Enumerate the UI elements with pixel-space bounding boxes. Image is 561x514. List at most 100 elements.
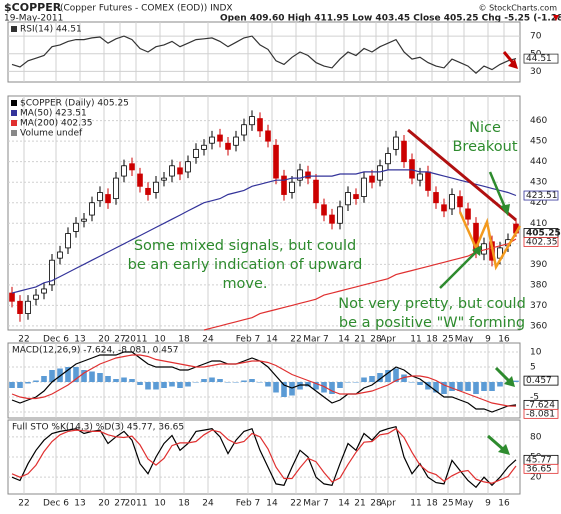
histogram-bar — [97, 373, 103, 382]
y-tick-label: 390 — [530, 260, 547, 270]
x-tick-label: Apr — [380, 335, 396, 345]
annotations — [407, 51, 522, 455]
candle-body — [449, 194, 455, 210]
candle-body — [305, 171, 311, 179]
histogram-bar — [513, 380, 519, 382]
histogram-bar — [393, 368, 399, 382]
arrow-head — [508, 59, 518, 69]
x-tick-label: 25 — [442, 335, 453, 345]
histogram-bar — [241, 380, 247, 382]
x-tick-label: 13 — [74, 499, 85, 509]
histogram-bar — [65, 367, 71, 382]
y-tick-label: 30 — [530, 67, 542, 77]
panel-frame — [7, 95, 521, 331]
histogram-bar — [449, 382, 455, 391]
arrow — [439, 249, 479, 289]
candle-body — [441, 204, 447, 212]
y-tick-label: 360 — [530, 321, 547, 331]
histogram-bar — [457, 382, 463, 391]
panel-label: MACD(12,26,9) -7.624, -8.081, 0.457 — [12, 346, 178, 356]
x-tick-label: Feb 7 — [236, 499, 261, 509]
x-tick-label: 9 — [485, 499, 491, 509]
candle-body — [345, 192, 351, 206]
candle-body — [201, 144, 207, 150]
arrow-head — [472, 245, 482, 256]
candle-body — [425, 171, 431, 191]
candle-body — [17, 300, 23, 314]
y-tick-label: 5 — [530, 363, 536, 373]
x-tick-label: Mar 7 — [303, 499, 329, 509]
x-tick-label: 28 — [370, 335, 382, 345]
histogram-bar — [33, 380, 39, 382]
candle-body — [225, 142, 231, 150]
x-tick-label: May — [455, 499, 474, 509]
candle-body — [81, 218, 87, 222]
candle-body — [265, 130, 271, 142]
y-tick-label: 430 — [530, 178, 547, 188]
arrow-head — [498, 444, 510, 455]
candle-body — [73, 222, 79, 232]
panel-frame — [7, 21, 521, 83]
series-line — [11, 425, 517, 489]
candle-body — [105, 194, 111, 204]
histogram-bar — [481, 382, 487, 391]
annotation: Not very pretty, but could — [338, 296, 526, 312]
candle-body — [169, 165, 175, 177]
annotation: Nice — [469, 120, 501, 136]
candle-body — [409, 159, 415, 179]
candle-body — [145, 187, 151, 195]
x-tick-label: 24 — [202, 499, 214, 509]
candle-body — [401, 140, 407, 163]
series-line — [11, 169, 517, 294]
x-tick-label: Dec 6 — [43, 499, 69, 509]
date: 19-May-2011 — [4, 14, 63, 24]
x-tick-label: 22 — [18, 335, 29, 345]
x-tick-label: 14 — [266, 499, 278, 509]
y-tick-label: 420 — [530, 198, 547, 208]
annotation: Some mixed signals, but could — [134, 238, 356, 254]
legend-swatch — [11, 100, 17, 106]
legend-swatch — [11, 26, 17, 32]
histogram-bar — [193, 382, 199, 383]
y-tick-label: -5 — [530, 393, 539, 403]
histogram-bar — [473, 382, 479, 394]
down-triangle — [553, 15, 559, 21]
x-tick-label: 18 — [426, 335, 438, 345]
panel-frame — [7, 342, 521, 419]
x-tick-label: 20 — [98, 335, 110, 345]
candle-body — [289, 181, 295, 193]
candle-body — [65, 233, 71, 249]
candle-body — [57, 251, 63, 259]
x-tick-label: 27 — [114, 499, 125, 509]
y-tick-label: 20 — [530, 473, 542, 483]
candle-body — [217, 134, 223, 142]
histogram-bar — [489, 382, 495, 391]
value-badge — [523, 237, 559, 247]
histogram-bar — [81, 370, 87, 382]
histogram-bar — [225, 382, 231, 383]
x-tick-label: 18 — [426, 499, 438, 509]
histogram-bar — [305, 382, 311, 387]
legend-entry: RSI(14) 44.51 — [20, 25, 82, 35]
candle-body — [137, 173, 143, 187]
candle-body — [417, 173, 423, 181]
x-tick-label: 22 — [290, 335, 301, 345]
candle-body — [281, 175, 287, 195]
x-tick-label: Dec 6 — [43, 335, 69, 345]
histogram-bar — [385, 370, 391, 382]
series-line — [11, 351, 517, 413]
y-tick-label: 460 — [530, 116, 547, 126]
y-tick-label: 440 — [530, 157, 547, 167]
candle-body — [377, 165, 383, 181]
histogram-bar — [145, 382, 151, 390]
arrow-head — [500, 204, 510, 216]
candle-body — [257, 118, 263, 132]
legend-swatch — [11, 130, 17, 136]
value-badge-label: 423.51 — [526, 191, 558, 201]
histogram-bar — [209, 377, 215, 382]
histogram-bar — [273, 382, 279, 393]
annotation: move. — [222, 276, 267, 292]
candle-body — [177, 167, 183, 175]
x-tick-label: 27 — [114, 335, 125, 345]
